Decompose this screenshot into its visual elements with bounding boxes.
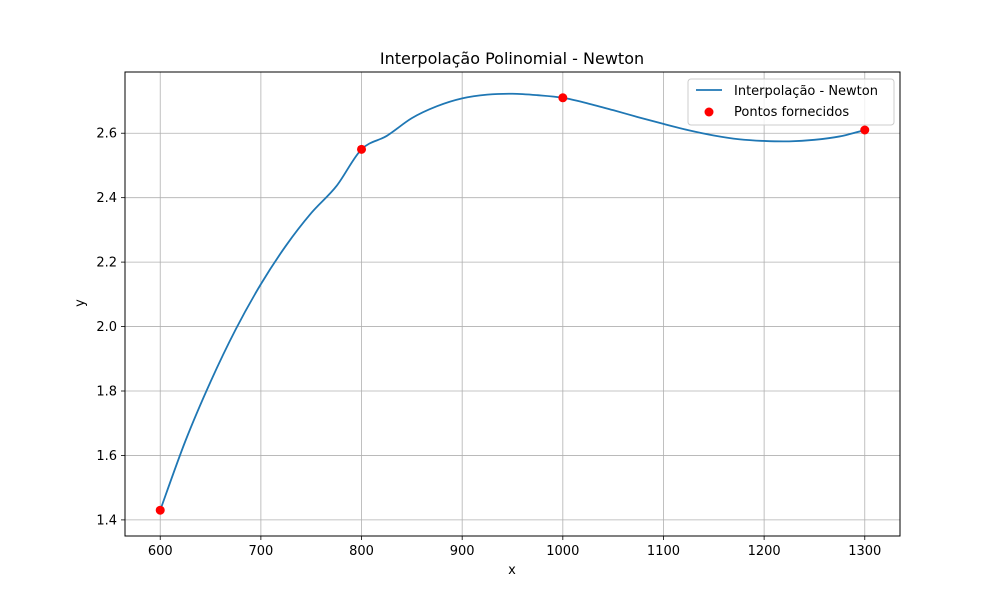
x-tick-label: 1300 xyxy=(848,544,881,559)
x-tick-label: 900 xyxy=(450,544,475,559)
legend-label-line: Interpolação - Newton xyxy=(734,84,878,99)
legend-label-points: Pontos fornecidos xyxy=(734,105,849,120)
scatter-point xyxy=(558,93,568,103)
series-line-newton xyxy=(159,92,865,511)
scatter-point xyxy=(860,125,870,135)
y-tick-label: 2.2 xyxy=(96,256,117,271)
scatter-points-group xyxy=(155,93,870,515)
y-tick-label: 1.8 xyxy=(96,385,117,400)
x-tick-label: 600 xyxy=(148,544,173,559)
x-tick-label: 1200 xyxy=(748,544,781,559)
y-tick-label: 1.6 xyxy=(96,449,117,464)
x-tick-label: 700 xyxy=(248,544,273,559)
plot-frame xyxy=(124,71,901,537)
x-tick-label: 1100 xyxy=(647,544,680,559)
x-tick-label: 800 xyxy=(349,544,374,559)
ticks: 600 700 800 900 1000 1100 1200 1300 1.4 1.6 1.8 2.0… xyxy=(96,127,881,559)
legend-box xyxy=(687,78,895,126)
scatter-point xyxy=(357,144,367,154)
y-axis-label: y xyxy=(73,299,88,307)
y-tick-label: 1.4 xyxy=(96,513,117,528)
legend: Interpolação - Newton Pontos fornecidos xyxy=(687,78,895,126)
y-tick-label: 2.0 xyxy=(96,320,117,335)
y-tick-label: 2.4 xyxy=(96,191,117,206)
scatter-point xyxy=(155,505,165,515)
legend-scatter-swatch xyxy=(704,107,714,117)
series-line-group xyxy=(159,92,865,511)
chart-title: Interpolação Polinomial - Newton xyxy=(380,49,644,68)
x-axis-label: x xyxy=(508,563,516,578)
y-tick-label: 2.6 xyxy=(96,127,117,142)
x-tick-label: 1000 xyxy=(546,544,579,559)
